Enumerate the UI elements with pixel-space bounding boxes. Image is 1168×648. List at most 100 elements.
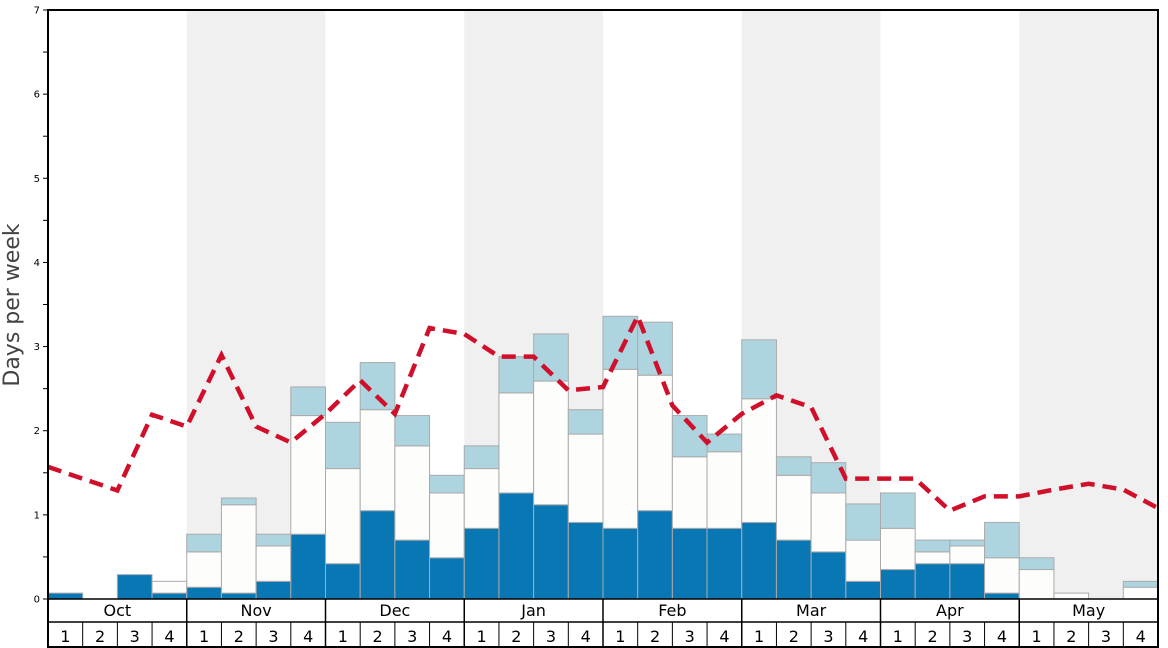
- bar-segment-s1-w24: [845, 580, 881, 600]
- week-label: 1: [615, 627, 625, 646]
- bar-segment-s3-w26: [914, 539, 951, 553]
- week-label: 3: [685, 627, 695, 646]
- week-label: 4: [164, 627, 174, 646]
- bar-segment-s1-w5: [186, 586, 222, 600]
- week-label: 2: [789, 627, 799, 646]
- bar-segment-s2-w7: [255, 545, 292, 582]
- bar-segment-s1-w3: [116, 574, 153, 600]
- bar-segment-s3-w5: [186, 533, 222, 553]
- bar-segment-s3-w29: [1018, 557, 1055, 571]
- week-label: 4: [719, 627, 729, 646]
- bar-segment-s1-w16: [567, 521, 604, 600]
- week-label: 2: [650, 627, 660, 646]
- bar-segment-s2-w20: [706, 451, 743, 529]
- bar-segment-s2-w4: [151, 580, 188, 594]
- bar-segment-s1-w27: [949, 563, 986, 600]
- bar-segment-s2-w21: [741, 398, 777, 523]
- bar-segment-s2-w10: [359, 409, 396, 512]
- y-tick-label: 0: [34, 595, 40, 606]
- bar-segment-s2-w19: [671, 456, 708, 529]
- average-line: [47, 310, 1160, 514]
- bar-segment-s1-w25: [880, 569, 916, 600]
- bar-segment-s1-w11: [394, 539, 431, 600]
- month-label-jan: Jan: [520, 601, 546, 620]
- bar-segment-s3-w22: [775, 456, 812, 476]
- bar-segment-s1-w13: [463, 527, 500, 600]
- bar-segment-s1-w10: [359, 510, 396, 600]
- bar-segment-s2-w26: [914, 551, 951, 565]
- bar-segment-s3-w6: [220, 497, 257, 506]
- bar-segment-s2-w15: [533, 380, 569, 506]
- bar-segment-s1-w20: [706, 527, 743, 600]
- week-label: 4: [303, 627, 313, 646]
- week-label: 2: [95, 627, 105, 646]
- bar-segment-s3-w10: [359, 362, 396, 411]
- y-tick-label: 6: [34, 90, 40, 101]
- y-tick-label: 3: [34, 342, 40, 353]
- bar-segment-s1-w23: [810, 551, 847, 600]
- week-label: 4: [1136, 627, 1146, 646]
- bar-segment-s2-w9: [325, 468, 361, 565]
- month-label-nov: Nov: [241, 601, 272, 620]
- bar-segment-s3-w25: [880, 492, 916, 529]
- week-label: 4: [858, 627, 868, 646]
- week-label: 3: [962, 627, 972, 646]
- bar-segment-s3-w16: [567, 409, 604, 435]
- month-label-mar: Mar: [796, 601, 827, 620]
- month-label-feb: Feb: [658, 601, 686, 620]
- bar-segment-s1-w18: [637, 510, 673, 600]
- week-label: 4: [997, 627, 1007, 646]
- bar-segment-s2-w32: [1122, 586, 1159, 600]
- bar-segment-s3-w13: [463, 445, 500, 470]
- bar-segment-s1-w4: [151, 592, 188, 600]
- bar-segment-s1-w9: [325, 563, 361, 600]
- bar-segment-s2-w25: [880, 527, 916, 571]
- bar-segment-s2-w22: [775, 474, 812, 541]
- bar-segment-s3-w12: [429, 474, 465, 494]
- bar-segment-s1-w22: [775, 539, 812, 600]
- bar-segment-s2-w17: [602, 368, 639, 529]
- y-tick-label: 5: [34, 174, 40, 185]
- week-label: 2: [1066, 627, 1076, 646]
- month-label-oct: Oct: [104, 601, 132, 620]
- bar-segment-s3-w24: [845, 503, 881, 541]
- week-label: 1: [1032, 627, 1042, 646]
- bar-segment-s3-w28: [984, 521, 1020, 559]
- week-label: 1: [199, 627, 209, 646]
- bar-segment-s1-w14: [498, 492, 535, 600]
- bar-segment-s3-w20: [706, 433, 743, 453]
- week-label: 3: [407, 627, 417, 646]
- bar-segment-s1-w17: [602, 527, 639, 600]
- bar-segment-s3-w32: [1122, 580, 1159, 588]
- week-label: 1: [893, 627, 903, 646]
- bar-segment-s1-w1: [47, 592, 84, 600]
- week-label: 3: [1101, 627, 1111, 646]
- bar-segment-s2-w28: [984, 557, 1020, 594]
- week-label: 2: [234, 627, 244, 646]
- bar-segment-s1-w7: [255, 580, 292, 600]
- month-label-dec: Dec: [379, 601, 410, 620]
- bar-segment-s2-w12: [429, 492, 465, 559]
- bar-segment-s2-w13: [463, 468, 500, 529]
- week-label: 3: [268, 627, 278, 646]
- week-label: 4: [581, 627, 591, 646]
- bar-segment-s2-w18: [637, 374, 673, 512]
- bar-segment-s3-w8: [290, 386, 326, 417]
- y-tick-label: 1: [34, 510, 40, 521]
- bar-segment-s1-w6: [220, 592, 257, 600]
- month-label-may: May: [1072, 601, 1105, 620]
- week-label: 1: [754, 627, 764, 646]
- bar-segment-s1-w28: [984, 592, 1020, 600]
- y-tick-label: 7: [34, 6, 40, 17]
- week-label: 2: [927, 627, 937, 646]
- bar-segment-s1-w21: [741, 521, 777, 600]
- bar-segment-s2-w5: [186, 551, 222, 588]
- week-label: 2: [511, 627, 521, 646]
- bar-segment-s2-w11: [394, 445, 431, 541]
- bar-segment-s1-w12: [429, 557, 465, 600]
- week-label: 2: [372, 627, 382, 646]
- week-label: 3: [546, 627, 556, 646]
- bar-segment-s1-w8: [290, 533, 326, 600]
- month-shade-may: [1019, 10, 1158, 599]
